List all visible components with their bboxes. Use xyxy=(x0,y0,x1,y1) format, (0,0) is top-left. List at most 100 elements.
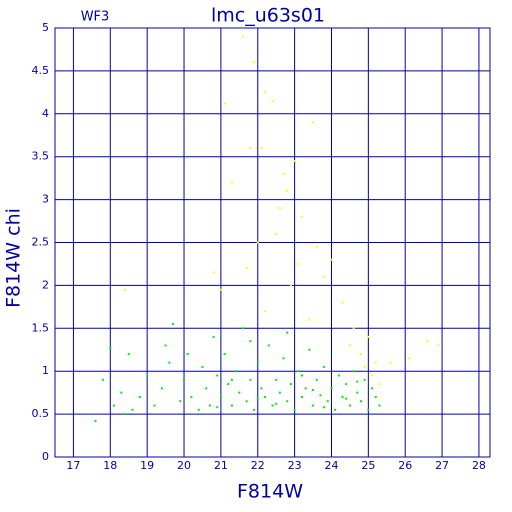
point xyxy=(190,395,193,398)
point xyxy=(124,413,127,416)
point xyxy=(164,344,167,347)
point xyxy=(275,402,278,405)
point xyxy=(179,400,182,403)
point xyxy=(197,408,200,411)
y-tick-label: 4 xyxy=(42,107,49,120)
point xyxy=(341,395,344,398)
point xyxy=(323,406,326,409)
chart-title: lmc_u63s01 xyxy=(211,5,325,27)
x-tick-label: 22 xyxy=(251,459,265,472)
x-tick-label: 21 xyxy=(214,459,228,472)
point xyxy=(186,353,189,356)
point xyxy=(212,271,215,274)
point xyxy=(352,327,355,330)
point xyxy=(293,159,296,162)
point xyxy=(131,408,134,411)
point xyxy=(249,340,252,343)
x-tick-label: 24 xyxy=(324,459,338,472)
point xyxy=(264,310,267,313)
point xyxy=(109,347,112,350)
point xyxy=(312,121,315,124)
point xyxy=(371,387,374,390)
point xyxy=(260,387,263,390)
point xyxy=(297,370,300,373)
point xyxy=(359,353,362,356)
point xyxy=(124,288,127,291)
point xyxy=(326,400,329,403)
point xyxy=(253,408,256,411)
point xyxy=(341,301,344,304)
point xyxy=(271,404,274,407)
y-tick-label: 1.5 xyxy=(32,321,50,334)
y-tick-label: 2 xyxy=(42,278,49,291)
point xyxy=(367,408,370,411)
plot-frame xyxy=(54,27,491,458)
point xyxy=(242,35,245,38)
y-tick-label: 3.5 xyxy=(32,150,50,163)
point xyxy=(300,395,303,398)
point xyxy=(378,404,381,407)
y-tick-label: 3 xyxy=(42,193,49,206)
point xyxy=(330,258,333,261)
x-tick-label: 28 xyxy=(472,459,486,472)
x-tick-label: 18 xyxy=(103,459,117,472)
point xyxy=(271,99,274,102)
point xyxy=(201,365,204,368)
point xyxy=(205,387,208,390)
point xyxy=(367,335,370,338)
point xyxy=(168,361,171,364)
point xyxy=(352,370,355,373)
point xyxy=(389,361,392,364)
point xyxy=(312,404,315,407)
point xyxy=(437,344,440,347)
y-tick-label: 1 xyxy=(42,364,49,377)
point xyxy=(337,374,340,377)
point xyxy=(216,374,219,377)
point xyxy=(289,383,292,386)
point xyxy=(315,378,318,381)
point xyxy=(356,391,359,394)
point xyxy=(216,406,219,409)
point xyxy=(260,147,263,150)
point xyxy=(256,241,259,244)
point xyxy=(356,380,359,383)
point xyxy=(230,378,233,381)
point xyxy=(212,335,215,338)
point xyxy=(345,397,348,400)
point xyxy=(223,353,226,356)
point xyxy=(94,419,97,422)
x-tick-label: 20 xyxy=(177,459,191,472)
point xyxy=(315,245,318,248)
point xyxy=(120,391,123,394)
point xyxy=(323,365,326,368)
point xyxy=(275,232,278,235)
point xyxy=(227,383,230,386)
x-axis-label: F814W xyxy=(237,481,303,503)
point xyxy=(363,378,366,381)
point xyxy=(308,318,311,321)
point xyxy=(426,340,429,343)
point xyxy=(286,190,289,193)
point xyxy=(300,374,303,377)
point xyxy=(264,395,267,398)
point xyxy=(160,387,163,390)
point xyxy=(278,207,281,210)
point xyxy=(256,397,259,400)
point xyxy=(319,394,322,397)
y-tick-label: 4.5 xyxy=(32,64,50,77)
point xyxy=(112,404,115,407)
point xyxy=(230,404,233,407)
point xyxy=(308,348,311,351)
point xyxy=(264,91,267,94)
x-tick-label: 26 xyxy=(398,459,412,472)
point xyxy=(249,378,252,381)
point xyxy=(330,387,333,390)
point xyxy=(101,378,104,381)
y-tick-label: 0.5 xyxy=(32,407,50,420)
point xyxy=(275,378,278,381)
point xyxy=(256,361,259,364)
point xyxy=(219,288,222,291)
point xyxy=(245,400,248,403)
point xyxy=(230,181,233,184)
